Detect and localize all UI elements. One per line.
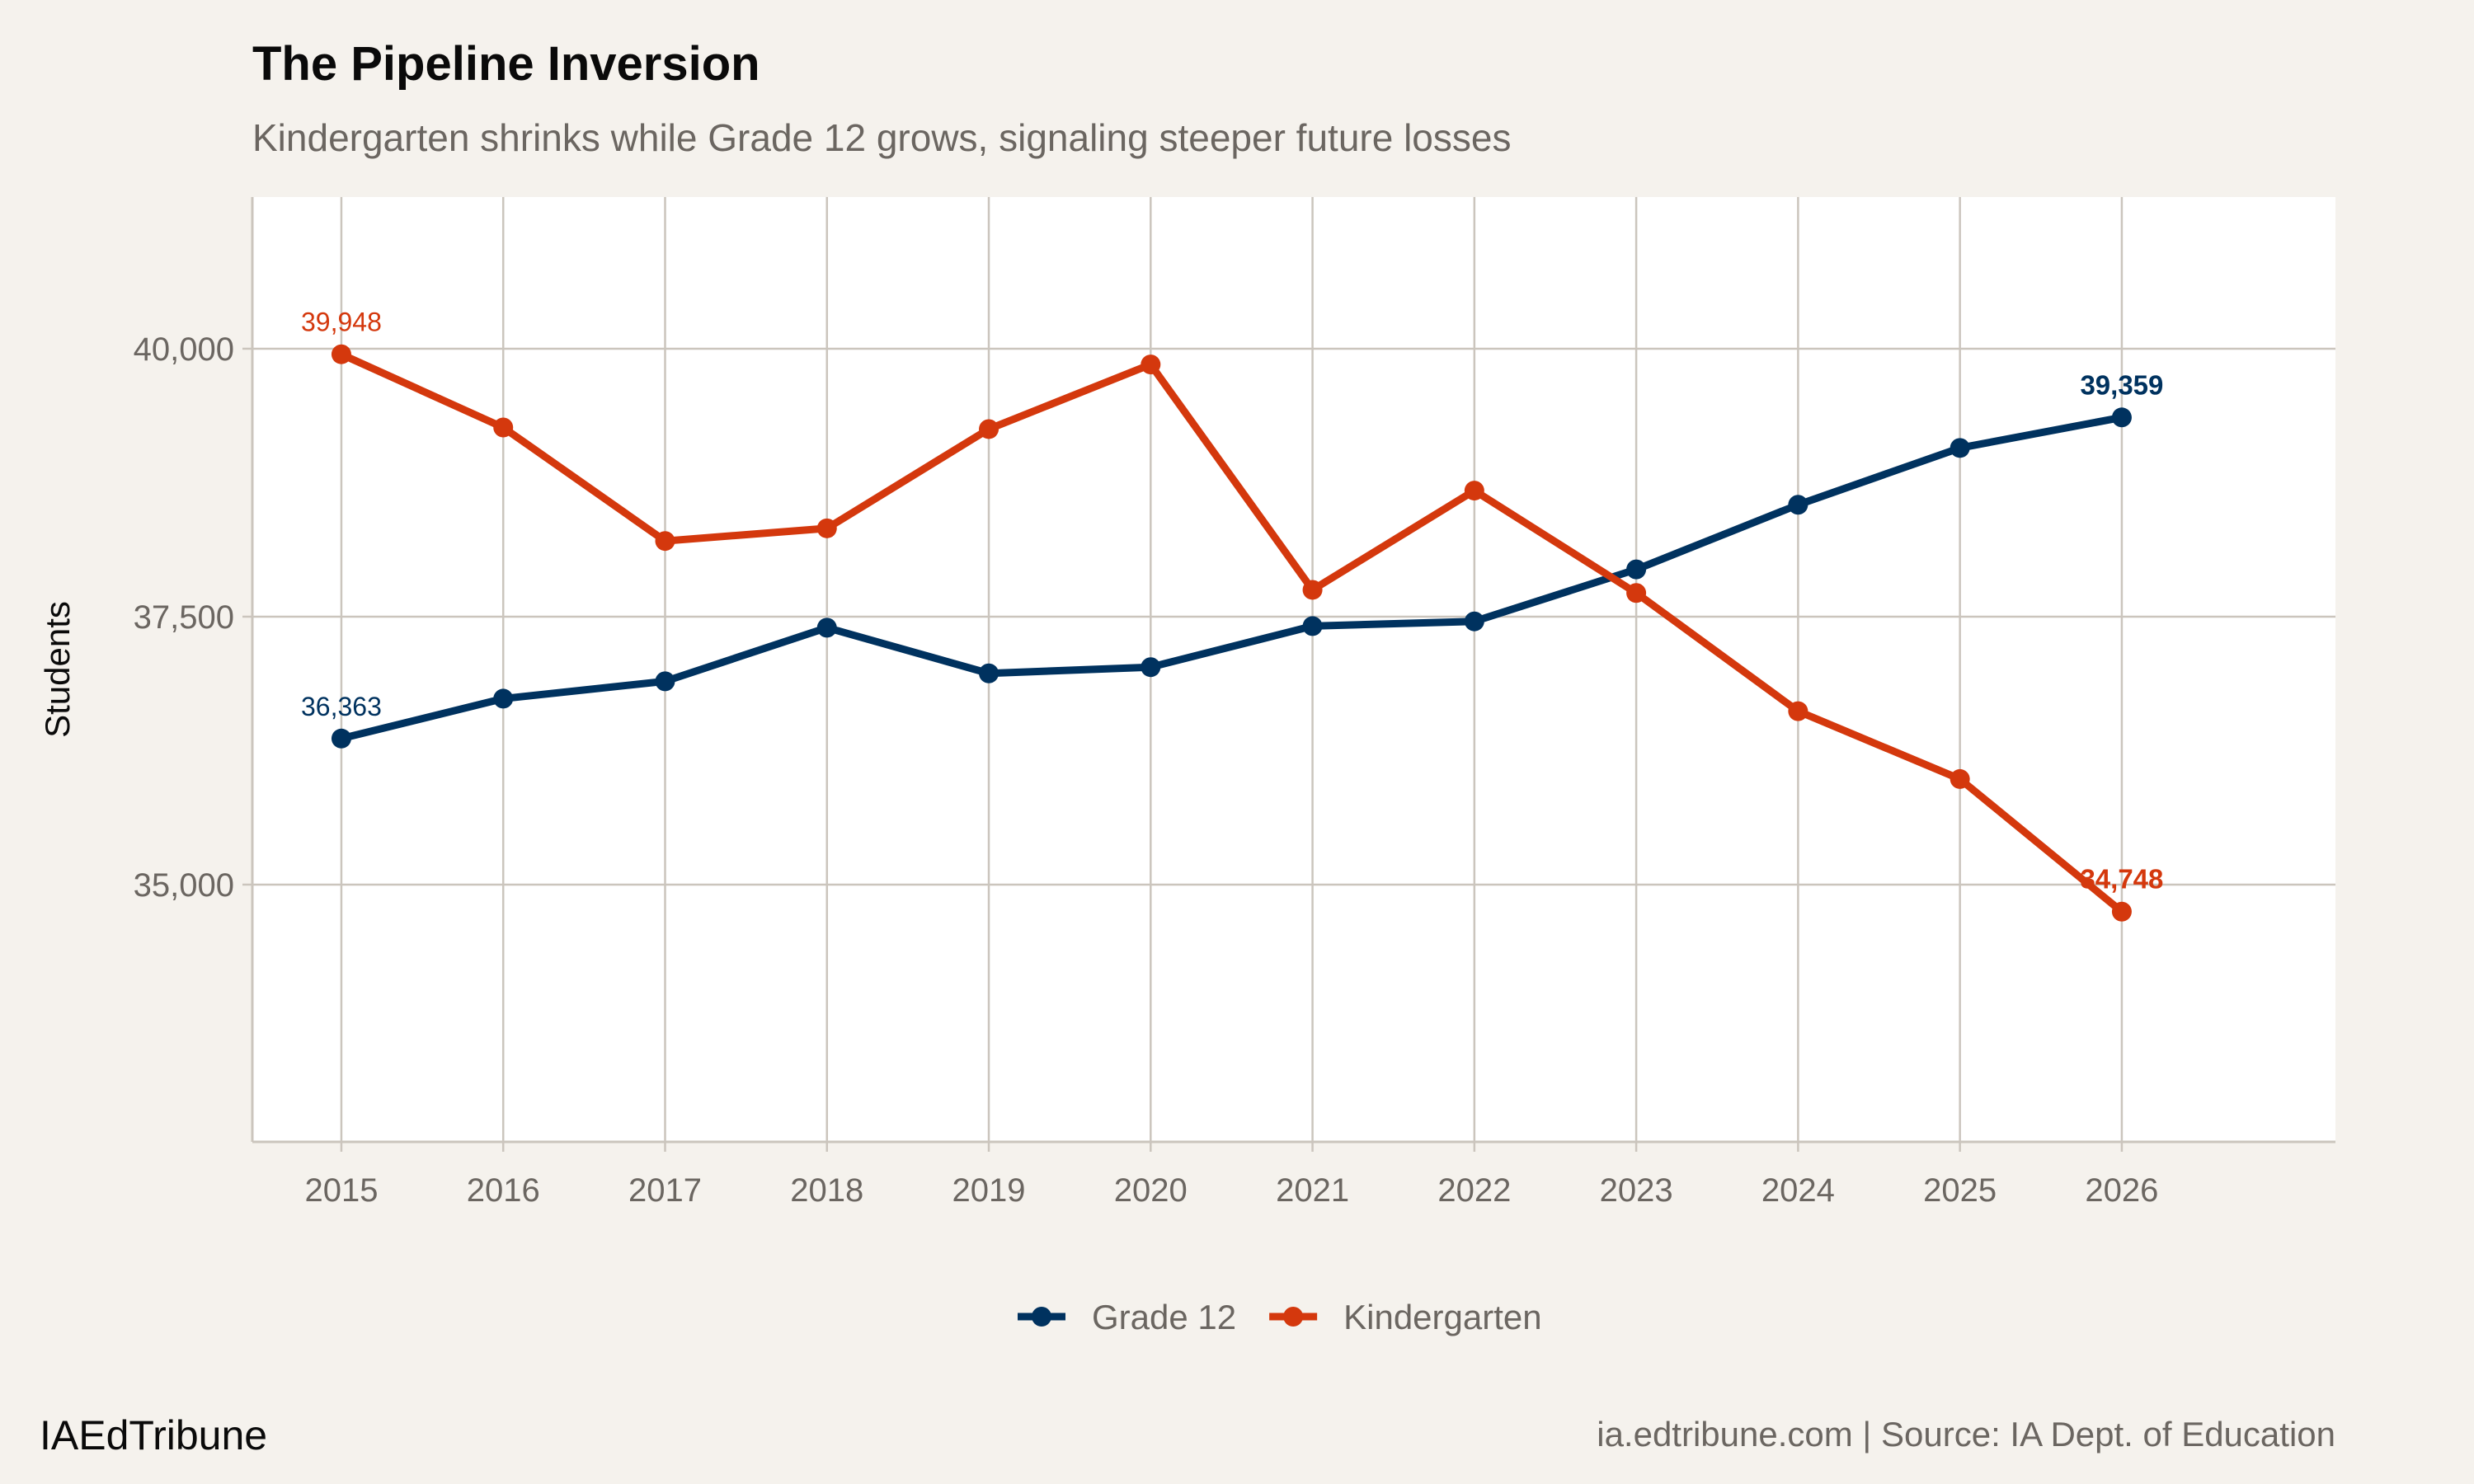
legend-label-grade-12: Grade 12 <box>1092 1298 1236 1336</box>
x-tick-label: 2019 <box>952 1172 1026 1209</box>
data-label-kindergarten: 39,948 <box>301 308 382 337</box>
data-point-kindergarten <box>1141 355 1161 375</box>
plot-panel <box>252 197 2335 1142</box>
legend-key-point-grade-12 <box>1032 1307 1051 1327</box>
x-tick-label: 2022 <box>1437 1172 1511 1209</box>
data-point-kindergarten <box>655 531 675 552</box>
x-tick-label: 2017 <box>628 1172 702 1209</box>
data-point-grade-12 <box>655 671 675 692</box>
data-point-grade-12 <box>1464 611 1484 632</box>
data-point-kindergarten <box>1950 768 1970 789</box>
data-point-kindergarten <box>493 417 514 438</box>
data-point-kindergarten <box>816 518 837 538</box>
data-point-grade-12 <box>1141 657 1161 678</box>
legend-label-kindergarten: Kindergarten <box>1343 1298 1542 1336</box>
data-point-grade-12 <box>1302 616 1323 636</box>
data-point-grade-12 <box>1950 438 1970 458</box>
source-caption: ia.edtribune.com | Source: IA Dept. of E… <box>1597 1415 2335 1453</box>
series-line-grade-12 <box>340 413 2123 743</box>
x-tick-label: 2021 <box>1276 1172 1349 1209</box>
data-point-kindergarten <box>1464 481 1484 501</box>
data-point-kindergarten <box>2111 901 2132 922</box>
chart-title: The Pipeline Inversion <box>252 37 760 91</box>
y-tick-label: 35,000 <box>134 867 234 904</box>
data-point-grade-12 <box>979 663 999 683</box>
x-tick-label: 2026 <box>2085 1172 2158 1209</box>
y-tick-label: 37,500 <box>134 599 234 636</box>
data-point-grade-12 <box>1788 495 1808 515</box>
data-label-kindergarten: 34,748 <box>2080 864 2163 895</box>
chart-subtitle: Kindergarten shrinks while Grade 12 grow… <box>252 116 1512 159</box>
x-tick-label: 2018 <box>790 1172 863 1209</box>
brand-logo-text: IAEdTribune <box>40 1412 268 1458</box>
data-point-kindergarten <box>1788 701 1808 721</box>
data-point-grade-12 <box>331 728 351 749</box>
data-point-kindergarten <box>1302 580 1323 600</box>
data-point-grade-12 <box>493 688 514 709</box>
data-point-grade-12 <box>1626 559 1647 580</box>
x-tick-label: 2023 <box>1600 1172 1673 1209</box>
x-tick-label: 2015 <box>304 1172 378 1209</box>
x-tick-label: 2025 <box>1923 1172 1997 1209</box>
data-point-kindergarten <box>979 419 999 439</box>
y-axis-title: Students <box>38 601 77 738</box>
series-line-kindergarten <box>340 350 2124 915</box>
data-point-grade-12 <box>816 618 837 638</box>
legend-key-point-kindergarten <box>1283 1307 1304 1327</box>
data-label-grade-12: 36,363 <box>301 692 382 721</box>
y-tick-label: 40,000 <box>134 331 234 368</box>
x-tick-label: 2016 <box>467 1172 540 1209</box>
data-point-grade-12 <box>2111 407 2132 428</box>
x-tick-label: 2020 <box>1114 1172 1188 1209</box>
data-point-kindergarten <box>1626 583 1647 603</box>
data-label-grade-12: 39,359 <box>2080 369 2163 400</box>
data-point-kindergarten <box>331 344 351 364</box>
x-tick-label: 2024 <box>1761 1172 1835 1209</box>
